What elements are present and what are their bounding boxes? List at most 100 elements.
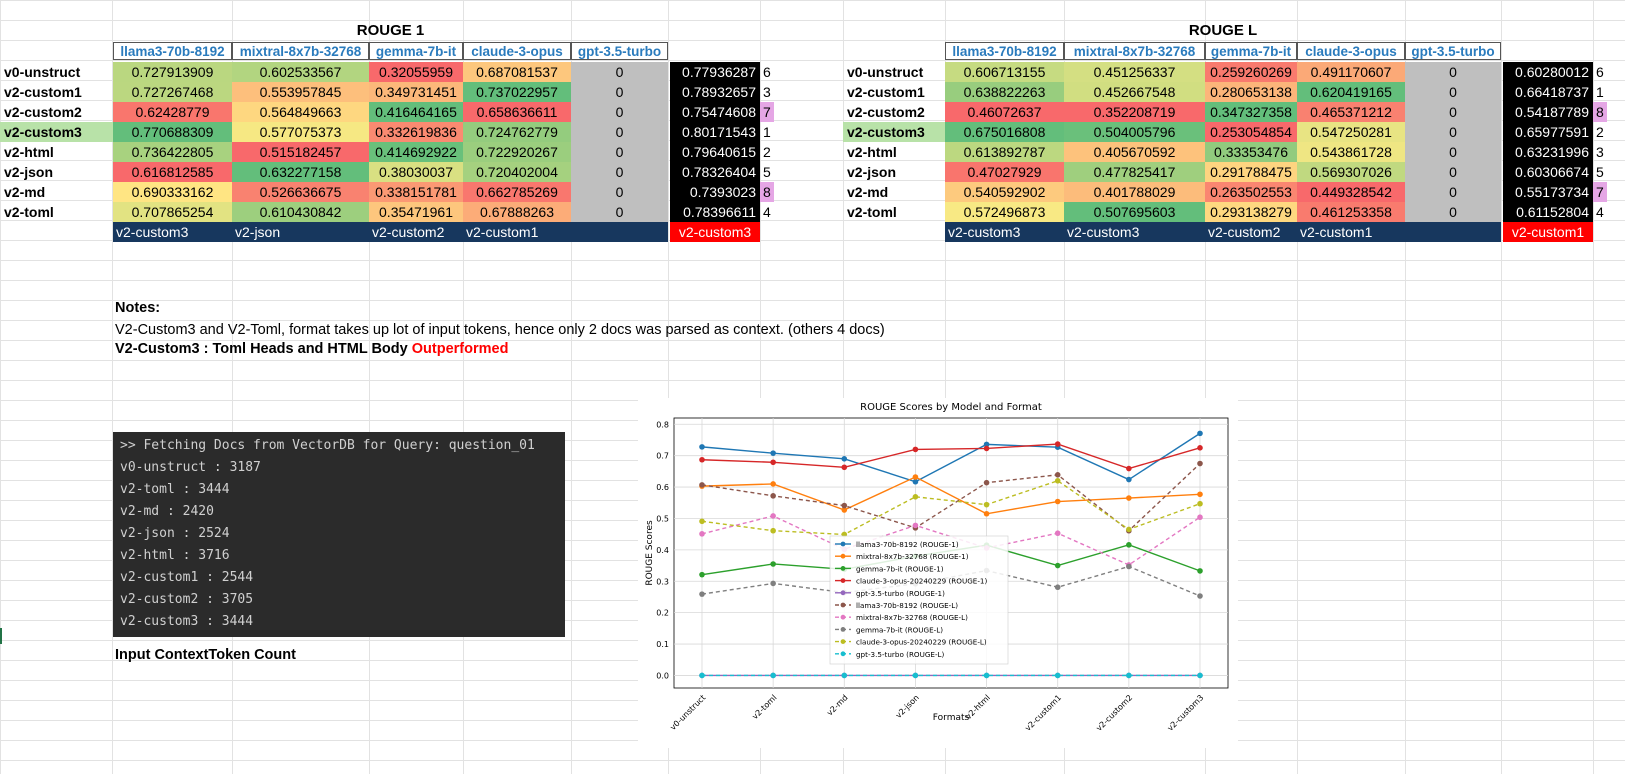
- rouge1-cell[interactable]: 0.616812585: [113, 162, 232, 182]
- rouge1-row-label[interactable]: v2-custom2: [4, 104, 82, 120]
- rouge1-cell[interactable]: 0.662785269: [463, 182, 571, 202]
- rougeL-average-cell[interactable]: 0.55173734: [1503, 182, 1593, 202]
- rougeL-row-label[interactable]: v2-custom3: [843, 122, 945, 142]
- rougeL-cell[interactable]: 0.507695603: [1064, 202, 1205, 222]
- rougeL-cell[interactable]: 0.47027929: [945, 162, 1064, 182]
- rouge1-cell[interactable]: 0.610430842: [232, 202, 369, 222]
- rougeL-header-gemma-7b-it[interactable]: gemma-7b-it: [1205, 42, 1297, 60]
- rouge1-cell[interactable]: 0: [571, 202, 668, 222]
- rouge1-cell[interactable]: 0.632277158: [232, 162, 369, 182]
- rougeL-cell[interactable]: 0.253054854: [1205, 122, 1297, 142]
- rougeL-cell[interactable]: 0.569307026: [1297, 162, 1405, 182]
- rougeL-cell[interactable]: 0.675016808: [945, 122, 1064, 142]
- rouge1-header-claude-3-opus[interactable]: claude-3-opus: [463, 42, 571, 60]
- rougeL-header-gpt-3.5-turbo[interactable]: gpt-3.5-turbo: [1405, 42, 1501, 60]
- rouge1-cell[interactable]: 0.332619836: [369, 122, 463, 142]
- rouge-line-chart[interactable]: ROUGE Scores by Model and Format 0.0 0.1 0.…: [638, 398, 1238, 748]
- rougeL-cell[interactable]: 0.352208719: [1064, 102, 1205, 122]
- rougeL-rank-cell[interactable]: 5: [1596, 164, 1604, 180]
- rougeL-average-cell[interactable]: 0.54187789: [1503, 102, 1593, 122]
- rougeL-cell[interactable]: 0: [1405, 122, 1501, 142]
- rouge1-row-label[interactable]: v2-toml: [4, 204, 54, 220]
- rouge1-cell[interactable]: 0.727267468: [113, 82, 232, 102]
- rouge1-cell[interactable]: 0.38030037: [369, 162, 463, 182]
- rougeL-header-llama3-70b-8192[interactable]: llama3-70b-8192: [945, 42, 1064, 60]
- rouge1-rank-cell[interactable]: 1: [763, 124, 771, 140]
- rouge1-cell[interactable]: 0.526636675: [232, 182, 369, 202]
- rougeL-cell[interactable]: 0: [1405, 102, 1501, 122]
- rouge1-rank-cell[interactable]: 4: [763, 204, 771, 220]
- rougeL-cell[interactable]: 0.293138279: [1205, 202, 1297, 222]
- rougeL-cell[interactable]: 0.543861728: [1297, 142, 1405, 162]
- rougeL-cell[interactable]: 0.259260269: [1205, 62, 1297, 82]
- rougeL-cell[interactable]: 0.347327358: [1205, 102, 1297, 122]
- rouge1-best-format[interactable]: v2-json: [235, 224, 281, 240]
- rougeL-cell[interactable]: 0.572496873: [945, 202, 1064, 222]
- rougeL-cell[interactable]: 0.613892787: [945, 142, 1064, 162]
- rougeL-row-label[interactable]: v2-custom1: [847, 84, 925, 100]
- rouge1-cell[interactable]: 0.736422805: [113, 142, 232, 162]
- rouge1-row-label[interactable]: v0-unstruct: [4, 64, 81, 80]
- rougeL-cell[interactable]: 0: [1405, 182, 1501, 202]
- rouge1-best-format[interactable]: v2-custom3: [116, 224, 189, 240]
- rougeL-average-cell[interactable]: 0.60306674: [1503, 162, 1593, 182]
- rouge1-rank-cell[interactable]: 8: [760, 182, 774, 202]
- rouge1-cell[interactable]: 0.658636611: [463, 102, 571, 122]
- rouge1-rank-cell[interactable]: 6: [763, 64, 771, 80]
- rougeL-cell[interactable]: 0.280653138: [1205, 82, 1297, 102]
- rougeL-cell[interactable]: 0: [1405, 142, 1501, 162]
- rouge1-cell[interactable]: 0.32055959: [369, 62, 463, 82]
- rouge1-best-format[interactable]: v2-custom1: [466, 224, 539, 240]
- rougeL-cell[interactable]: 0: [1405, 62, 1501, 82]
- rougeL-best-format[interactable]: v2-custom3: [948, 224, 1021, 240]
- rougeL-rank-cell[interactable]: 3: [1596, 144, 1604, 160]
- rougeL-header-mixtral-8x7b-32768[interactable]: mixtral-8x7b-32768: [1064, 42, 1205, 60]
- rouge1-best-overall[interactable]: v2-custom3: [670, 222, 760, 242]
- rouge1-rank-cell[interactable]: 2: [763, 144, 771, 160]
- rouge1-cell[interactable]: 0.349731451: [369, 82, 463, 102]
- rouge1-cell[interactable]: 0.35471961: [369, 202, 463, 222]
- rouge1-cell[interactable]: 0.515182457: [232, 142, 369, 162]
- rougeL-row-label[interactable]: v2-html: [847, 144, 897, 160]
- rougeL-average-cell[interactable]: 0.60280012: [1503, 62, 1593, 82]
- rougeL-cell[interactable]: 0.606713155: [945, 62, 1064, 82]
- rougeL-row-label[interactable]: v2-toml: [847, 204, 897, 220]
- rougeL-average-cell[interactable]: 0.65977591: [1503, 122, 1593, 142]
- rouge1-rank-cell[interactable]: 7: [760, 102, 774, 122]
- rouge1-cell[interactable]: 0.724762779: [463, 122, 571, 142]
- rougeL-cell[interactable]: 0.477825417: [1064, 162, 1205, 182]
- rouge1-cell[interactable]: 0.720402004: [463, 162, 571, 182]
- rougeL-average-cell[interactable]: 0.66418737: [1503, 82, 1593, 102]
- rougeL-cell[interactable]: 0.449328542: [1297, 182, 1405, 202]
- rouge1-row-label[interactable]: v2-html: [4, 144, 54, 160]
- rouge1-cell[interactable]: 0.727913909: [113, 62, 232, 82]
- rouge1-cell[interactable]: 0.414692922: [369, 142, 463, 162]
- rougeL-best-format[interactable]: v2-custom3: [1067, 224, 1140, 240]
- rougeL-average-cell[interactable]: 0.61152804: [1503, 202, 1593, 222]
- rougeL-cell[interactable]: 0.638822263: [945, 82, 1064, 102]
- rougeL-rank-cell[interactable]: 7: [1593, 182, 1607, 202]
- rouge1-row-label[interactable]: v2-md: [4, 184, 46, 200]
- rougeL-cell[interactable]: 0.620419165: [1297, 82, 1405, 102]
- rouge1-average-cell[interactable]: 0.79640615: [670, 142, 760, 162]
- rougeL-row-label[interactable]: v2-json: [847, 164, 897, 180]
- rougeL-rank-cell[interactable]: 4: [1596, 204, 1604, 220]
- rougeL-row-label[interactable]: v2-custom2: [847, 104, 925, 120]
- rouge1-header-gemma-7b-it[interactable]: gemma-7b-it: [369, 42, 463, 60]
- rouge1-cell[interactable]: 0.707865254: [113, 202, 232, 222]
- rougeL-row-label[interactable]: v0-unstruct: [847, 64, 924, 80]
- rouge1-cell[interactable]: 0: [571, 82, 668, 102]
- rougeL-cell[interactable]: 0: [1405, 202, 1501, 222]
- rougeL-cell[interactable]: 0.405670592: [1064, 142, 1205, 162]
- rouge1-best-format[interactable]: v2-custom2: [372, 224, 445, 240]
- rouge1-cell[interactable]: 0.690333162: [113, 182, 232, 202]
- rougeL-average-cell[interactable]: 0.63231996: [1503, 142, 1593, 162]
- rouge1-row-label[interactable]: v2-custom3: [0, 122, 113, 142]
- rouge1-cell[interactable]: 0.577075373: [232, 122, 369, 142]
- rouge1-cell[interactable]: 0: [571, 162, 668, 182]
- rouge1-average-cell[interactable]: 0.78932657: [670, 82, 760, 102]
- rouge1-cell[interactable]: 0.553957845: [232, 82, 369, 102]
- rouge1-rank-cell[interactable]: 5: [763, 164, 771, 180]
- rougeL-cell[interactable]: 0.452667548: [1064, 82, 1205, 102]
- rougeL-best-overall[interactable]: v2-custom1: [1503, 222, 1593, 242]
